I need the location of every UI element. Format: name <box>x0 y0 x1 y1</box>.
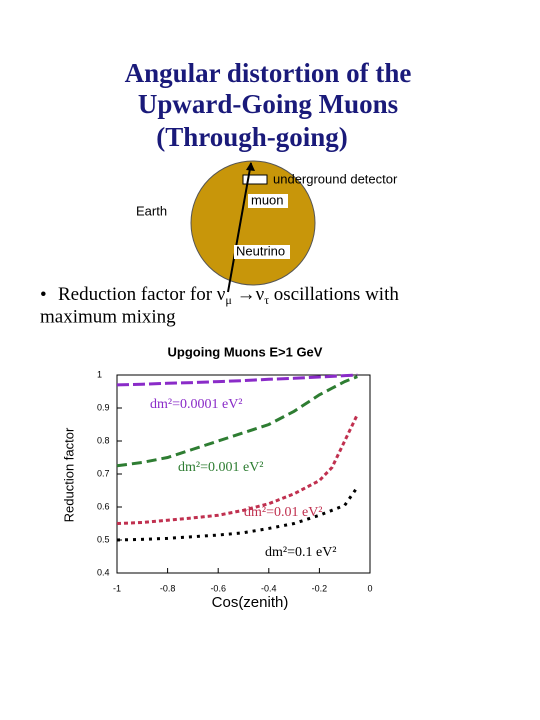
y-axis-label: Reduction factor <box>61 427 76 522</box>
series-label: dm²=0.01 eV² <box>244 505 323 520</box>
series-line <box>116 373 358 387</box>
y-tick-label: 0.6 <box>97 501 110 511</box>
x-tick-label: -0.4 <box>261 583 277 593</box>
chart-title: Upgoing Muons E>1 GeV <box>168 344 323 359</box>
x-tick-label: -0.6 <box>210 583 226 593</box>
x-axis-label: Cos(zenith) <box>212 594 289 611</box>
x-tick-label: 0 <box>367 583 372 593</box>
slide-title: Angular distortion of the <box>125 58 412 88</box>
bullet-text: Reduction factor for ν <box>58 284 226 305</box>
muon-track <box>227 162 252 293</box>
bullet-text: μ <box>225 293 231 307</box>
y-tick-label: 0.7 <box>97 468 110 478</box>
slide-title: (Through-going) <box>156 122 348 152</box>
bullet-text: τ <box>264 293 269 307</box>
series-label: dm²=0.0001 eV² <box>150 397 243 412</box>
diagram-label: Neutrino <box>236 243 285 258</box>
diagram-label: underground detector <box>273 171 398 186</box>
bullet-text: maximum mixing <box>40 306 176 327</box>
bullet-marker: • <box>40 284 47 305</box>
y-tick-label: 0.9 <box>97 402 110 412</box>
y-tick-label: 0.8 <box>97 435 110 445</box>
label-box <box>234 245 290 259</box>
slide-title: Upward-Going Muons <box>138 89 398 119</box>
diagram-label: Earth <box>136 203 167 218</box>
arrow-head <box>246 162 255 171</box>
x-tick-label: -0.2 <box>312 583 328 593</box>
bullet-text: oscillations with <box>269 284 399 305</box>
y-tick-label: 0.5 <box>97 534 110 544</box>
y-tick-label: 1 <box>97 369 102 379</box>
label-box <box>248 194 288 208</box>
series-label: dm²=0.1 eV² <box>265 545 337 560</box>
series-line <box>116 375 358 468</box>
diagram-label: muon <box>251 192 284 207</box>
series-label: dm²=0.001 eV² <box>178 460 264 475</box>
y-tick-label: 0.4 <box>97 567 110 577</box>
bullet-text: Reduction factor for νμ →ντ oscillations… <box>58 284 399 306</box>
x-tick-label: -1 <box>113 583 121 593</box>
bullet-text: →ν <box>232 284 265 305</box>
detector-box <box>242 174 268 185</box>
series-line <box>116 413 359 525</box>
x-tick-label: -0.8 <box>160 583 176 593</box>
